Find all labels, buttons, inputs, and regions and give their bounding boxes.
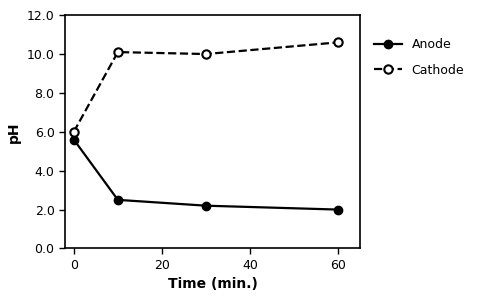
Cathode <box>115 50 121 54</box>
Anode <box>335 208 341 211</box>
Anode <box>71 138 77 142</box>
Line: Cathode: Cathode <box>70 38 342 136</box>
Cathode <box>203 52 209 56</box>
Cathode <box>71 130 77 134</box>
Line: Anode: Anode <box>70 135 342 214</box>
Anode <box>203 204 209 208</box>
Anode <box>115 198 121 202</box>
Legend: Anode, Cathode: Anode, Cathode <box>369 33 470 82</box>
Cathode <box>335 41 341 44</box>
Y-axis label: pH: pH <box>7 121 21 142</box>
X-axis label: Time (min.): Time (min.) <box>168 278 258 291</box>
